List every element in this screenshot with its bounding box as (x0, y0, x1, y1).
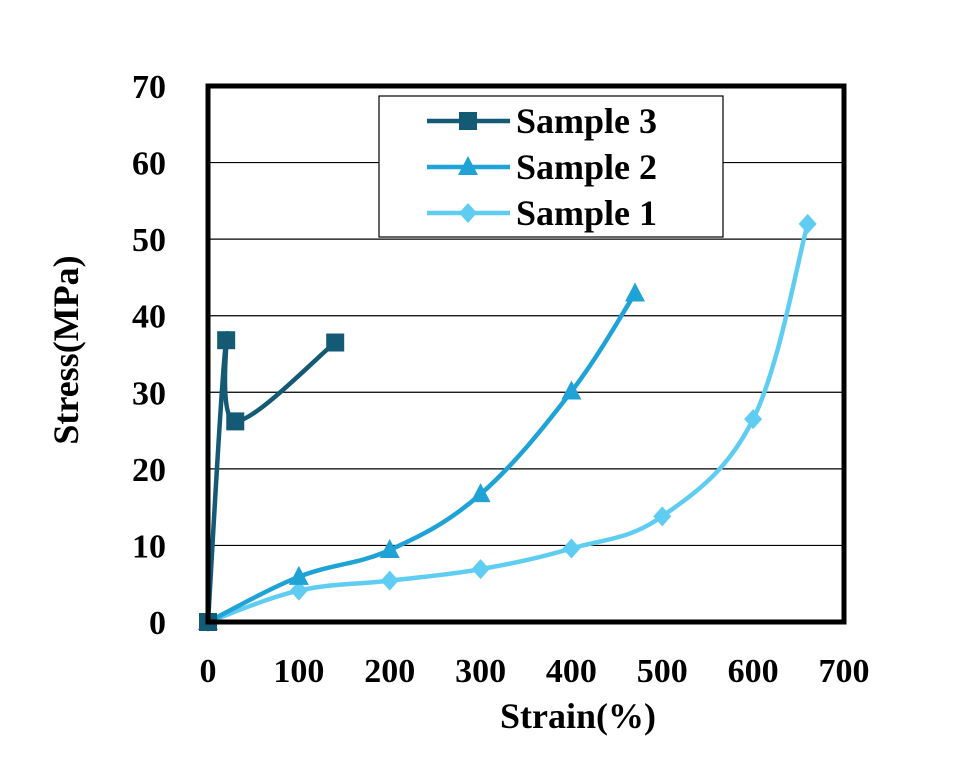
legend-marker (459, 203, 477, 223)
y-tick-label: 40 (132, 299, 166, 336)
sample-2-point (625, 282, 646, 302)
x-tick-labels: 0 100 200 300 400 500 600 700 (200, 653, 870, 690)
legend-label: Sample 3 (516, 101, 657, 141)
legend-marker (459, 112, 477, 130)
legend-entry-sample-2: Sample 2 (427, 147, 657, 187)
x-tick-label: 0 (200, 653, 217, 690)
legend-marker (458, 156, 478, 175)
y-tick-label: 20 (132, 452, 166, 489)
series-sample-1 (199, 213, 817, 632)
y-tick-label: 60 (132, 146, 166, 183)
sample-1-point (798, 213, 817, 234)
legend-entry-sample-3: Sample 3 (427, 101, 657, 141)
sample-1-point (289, 580, 308, 601)
series-sample-3 (199, 331, 345, 631)
x-axis-title: Strain(%) (500, 696, 656, 736)
sample-3-line (205, 331, 337, 623)
sample-1-line (207, 223, 810, 625)
legend-label: Sample 1 (516, 193, 657, 233)
sample-1-point (744, 409, 763, 430)
y-tick-label: 50 (132, 222, 166, 259)
y-tick-label: 30 (132, 375, 166, 412)
plot-area-frame (205, 83, 847, 625)
sample-3-point (326, 333, 345, 352)
x-tick-label: 700 (819, 653, 870, 690)
x-tick-label: 500 (637, 653, 688, 690)
x-tick-label: 400 (546, 653, 597, 690)
sample-2-point (288, 565, 309, 585)
y-tick-label: 0 (149, 605, 166, 642)
legend-label: Sample 2 (516, 147, 657, 187)
legend: Sample 3 Sample 2 Sample 1 (378, 95, 724, 238)
sample-2-point (470, 483, 491, 503)
x-tick-label: 200 (364, 653, 415, 690)
sample-2-point (379, 539, 400, 559)
y-tick-labels: 0 10 20 30 40 50 60 70 (132, 69, 166, 642)
series-layer (198, 213, 817, 632)
sample-1-point (380, 570, 399, 591)
y-tick-label: 70 (132, 69, 166, 106)
y-tick-label: 10 (132, 528, 166, 565)
sample-1-point (471, 559, 490, 580)
sample-1-point (562, 538, 581, 559)
x-tick-label: 600 (728, 653, 779, 690)
sample-2-point (561, 380, 582, 400)
x-tick-label: 300 (455, 653, 506, 690)
sample-1-point (653, 506, 672, 527)
y-axis-title: Stress(MPa) (46, 255, 86, 444)
x-tick-label: 100 (273, 653, 324, 690)
sample-2-line (206, 292, 637, 625)
sample-3-point (217, 331, 236, 350)
legend-entry-sample-1: Sample 1 (427, 193, 657, 233)
sample-3-point (226, 412, 245, 431)
